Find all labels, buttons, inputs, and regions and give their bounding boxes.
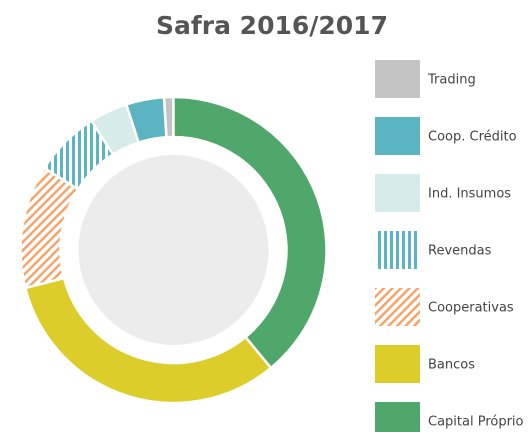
chart-title: Safra 2016/2017 xyxy=(156,11,388,40)
donut-segment xyxy=(23,276,273,405)
legend-label: Revendas xyxy=(428,244,492,259)
legend-swatch xyxy=(375,402,420,432)
legend-label: Coop. Crédito xyxy=(428,130,517,145)
legend-swatch xyxy=(375,288,420,326)
legend-swatch xyxy=(375,60,420,98)
donut-segment xyxy=(89,102,141,157)
donut-center xyxy=(78,155,269,345)
legend-swatch xyxy=(375,345,420,383)
legend-label: Trading xyxy=(427,73,476,88)
donut-segment xyxy=(172,95,328,370)
donut-segment xyxy=(42,119,115,192)
legend-swatch xyxy=(375,174,420,212)
donut-segment xyxy=(124,95,168,145)
legend-swatch xyxy=(375,117,420,155)
legend-label: Ind. Insumos xyxy=(428,187,511,202)
legend-label: Capital Próprio xyxy=(428,415,524,430)
donut-segment xyxy=(19,166,80,290)
legend-swatch xyxy=(375,231,420,269)
legend-label: Cooperativas xyxy=(428,301,514,316)
legend-label: Bancos xyxy=(428,358,475,373)
